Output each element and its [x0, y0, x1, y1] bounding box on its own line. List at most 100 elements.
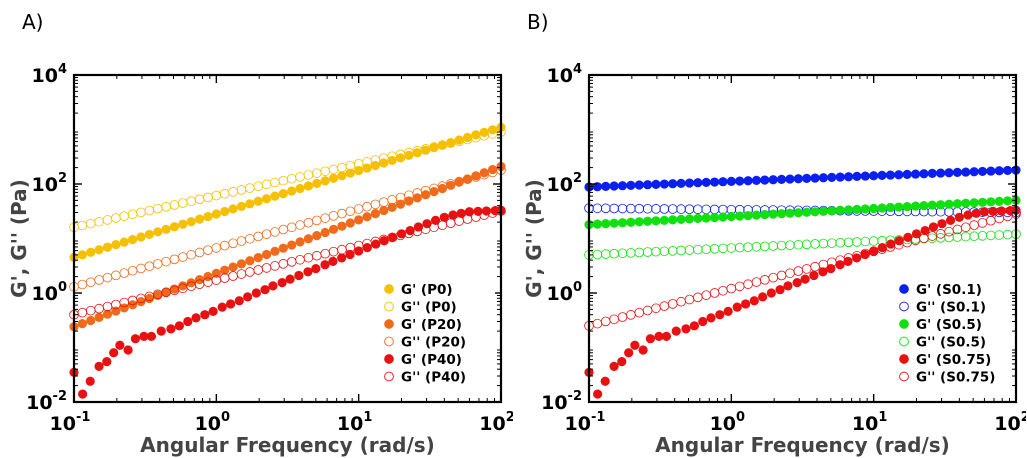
- data-point: [102, 272, 113, 283]
- data-point: [353, 204, 364, 214]
- data-point: [194, 214, 205, 224]
- data-point: [617, 203, 628, 214]
- data-point: [651, 204, 661, 214]
- data-point: [128, 234, 138, 245]
- data-point: [220, 265, 230, 275]
- y-tick-label: 100: [32, 280, 68, 305]
- x-tick-exponent: 1: [363, 410, 372, 425]
- legend-label: G' (P0): [401, 282, 453, 298]
- data-point: [127, 209, 138, 220]
- data-point: [362, 201, 372, 212]
- data-point: [944, 226, 954, 237]
- data-point: [78, 389, 88, 399]
- data-point: [77, 319, 87, 329]
- data-point: [245, 199, 255, 209]
- data-point: [659, 215, 669, 225]
- data-point: [843, 237, 854, 248]
- data-point: [969, 198, 979, 208]
- y-tick-exponent: -2: [53, 389, 67, 404]
- data-point: [260, 285, 270, 295]
- data-point: [994, 230, 1005, 240]
- y-tick-base: 10: [541, 392, 567, 414]
- legend-marker: [384, 336, 394, 347]
- data-point: [593, 389, 603, 399]
- data-point: [684, 204, 695, 215]
- data-point: [642, 305, 653, 316]
- data-point: [944, 232, 954, 243]
- y-tick-label: 102: [32, 171, 68, 196]
- data-point: [609, 248, 619, 259]
- legend-label: G'' (S0.1): [916, 300, 986, 316]
- data-point: [600, 249, 611, 259]
- data-point: [287, 186, 297, 196]
- data-point: [701, 204, 712, 215]
- data-point: [194, 194, 205, 205]
- data-point: [268, 281, 278, 291]
- data-point: [935, 229, 946, 239]
- legend-marker: [384, 354, 394, 364]
- minor-ticks: [589, 75, 1016, 402]
- data-point: [793, 266, 804, 276]
- data-point: [651, 246, 661, 257]
- y-tick-exponent: 4: [58, 62, 67, 77]
- legend-label: G'' (P20): [401, 335, 466, 351]
- data-point: [609, 361, 619, 372]
- data-point: [320, 227, 330, 238]
- y-tick-base: 10: [547, 65, 573, 87]
- x-tick-exponent: 2: [506, 410, 513, 425]
- legend-marker: [899, 336, 909, 347]
- data-point: [793, 174, 803, 184]
- data-point: [345, 168, 355, 178]
- legend-marker: [899, 371, 909, 382]
- data-point: [337, 171, 347, 181]
- data-point: [77, 279, 88, 290]
- legend-label: G'' (S0.5): [916, 335, 986, 351]
- data-point: [751, 277, 762, 287]
- data-point: [77, 307, 88, 318]
- data-point: [203, 271, 213, 282]
- data-point: [760, 175, 770, 185]
- data-point: [676, 296, 686, 307]
- data-point: [286, 173, 297, 184]
- data-point: [94, 361, 104, 372]
- data-point: [661, 331, 672, 341]
- data-point: [311, 250, 322, 261]
- data-layer: [69, 122, 506, 399]
- chart-panel-b: B) 10-1 100 101 102 10-2 100 102 104 Angular Fre…: [513, 0, 1026, 458]
- series-3: [69, 161, 506, 332]
- y-tick-base: 10: [32, 174, 58, 196]
- data-point: [928, 222, 939, 232]
- data-point: [693, 292, 703, 303]
- data-point: [894, 202, 904, 212]
- data-point: [278, 175, 289, 186]
- data-point: [354, 166, 364, 176]
- data-point: [85, 218, 96, 229]
- data-point: [994, 166, 1004, 176]
- data-point: [191, 313, 201, 323]
- data-point: [726, 176, 736, 186]
- x-tick-label: 102: [994, 410, 1026, 435]
- data-point: [311, 168, 322, 178]
- data-point: [161, 224, 171, 234]
- data-layer: [584, 165, 1021, 399]
- data-point: [826, 238, 837, 248]
- data-point: [592, 219, 602, 229]
- data-point: [102, 309, 113, 319]
- data-point: [701, 177, 711, 187]
- data-point: [776, 240, 787, 251]
- x-axis-label: Angular Frequency (rad/s): [140, 433, 435, 457]
- data-point: [86, 315, 96, 326]
- x-tick-exponent: 0: [221, 410, 230, 425]
- data-point: [868, 236, 879, 246]
- data-point: [86, 247, 96, 257]
- data-point: [693, 178, 703, 188]
- data-point: [809, 270, 819, 281]
- data-point: [835, 172, 845, 182]
- data-point: [1003, 196, 1013, 206]
- data-point: [659, 179, 669, 189]
- data-point: [684, 294, 695, 305]
- data-point: [370, 209, 381, 219]
- data-point: [328, 173, 339, 183]
- data-point: [684, 214, 695, 224]
- data-point: [337, 253, 347, 263]
